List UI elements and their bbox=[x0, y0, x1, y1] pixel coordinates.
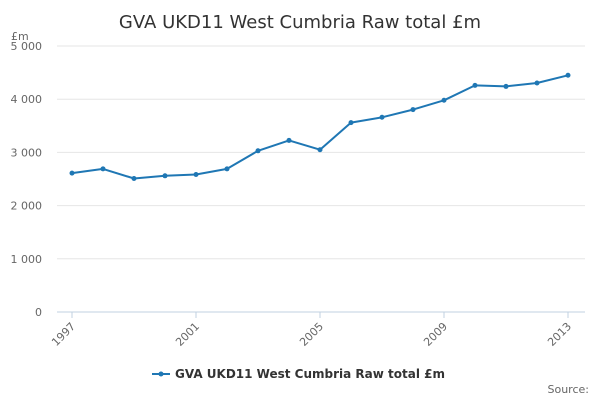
y-tick-label: 2 000 bbox=[11, 200, 43, 213]
data-point[interactable] bbox=[410, 107, 416, 113]
y-tick-label: 3 000 bbox=[11, 146, 43, 159]
data-point[interactable] bbox=[348, 120, 354, 126]
y-axis-unit-label: £m bbox=[11, 30, 29, 43]
gridlines bbox=[57, 45, 585, 260]
x-tick-label: 2001 bbox=[173, 320, 202, 349]
x-tick-label: 1997 bbox=[49, 320, 78, 349]
data-point[interactable] bbox=[472, 82, 478, 88]
data-point[interactable] bbox=[162, 173, 168, 179]
data-point[interactable] bbox=[286, 137, 292, 143]
data-point[interactable] bbox=[317, 147, 323, 153]
data-point[interactable] bbox=[503, 83, 509, 89]
data-point[interactable] bbox=[441, 97, 447, 103]
data-point[interactable] bbox=[193, 171, 199, 177]
x-axis-ticks: 1997 2001 2005 2009 2013 bbox=[49, 312, 574, 349]
x-tick-label: 2013 bbox=[545, 320, 574, 349]
y-axis-ticks: 0 1 000 2 000 3 000 4 000 5 000 bbox=[11, 40, 43, 319]
y-tick-label: 5 000 bbox=[11, 40, 43, 53]
y-tick-label: 4 000 bbox=[11, 93, 43, 106]
data-point[interactable] bbox=[534, 80, 540, 86]
data-point[interactable] bbox=[255, 148, 261, 154]
source-label: Source: bbox=[548, 383, 590, 396]
legend-point-marker bbox=[158, 371, 164, 377]
data-point[interactable] bbox=[224, 166, 230, 172]
data-point[interactable] bbox=[565, 72, 571, 78]
data-point[interactable] bbox=[379, 114, 385, 120]
x-tick-label: 2005 bbox=[297, 320, 326, 349]
series-group bbox=[69, 72, 571, 181]
y-tick-label: 0 bbox=[35, 306, 42, 319]
legend-item-label[interactable]: GVA UKD11 West Cumbria Raw total £m bbox=[175, 367, 445, 381]
y-tick-label: 1 000 bbox=[11, 253, 43, 266]
x-tick-label: 2009 bbox=[421, 320, 450, 349]
data-point[interactable] bbox=[100, 166, 106, 172]
legend[interactable]: GVA UKD11 West Cumbria Raw total £m bbox=[152, 367, 445, 381]
data-point[interactable] bbox=[131, 175, 137, 181]
chart-title: GVA UKD11 West Cumbria Raw total £m bbox=[119, 12, 481, 33]
data-point[interactable] bbox=[69, 170, 75, 176]
series-line bbox=[71, 74, 569, 180]
